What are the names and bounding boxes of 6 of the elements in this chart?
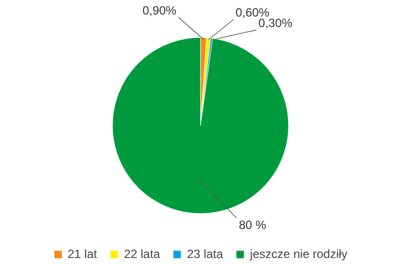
legend-label: 23 lata [186,247,224,261]
legend-label: jeszcze nie rodziły [250,247,348,261]
legend-label: 22 lata [124,247,160,261]
data-label: 80 % [238,218,267,232]
legend-label: 21 lat [68,247,97,261]
data-label: 0,90% [142,3,177,18]
